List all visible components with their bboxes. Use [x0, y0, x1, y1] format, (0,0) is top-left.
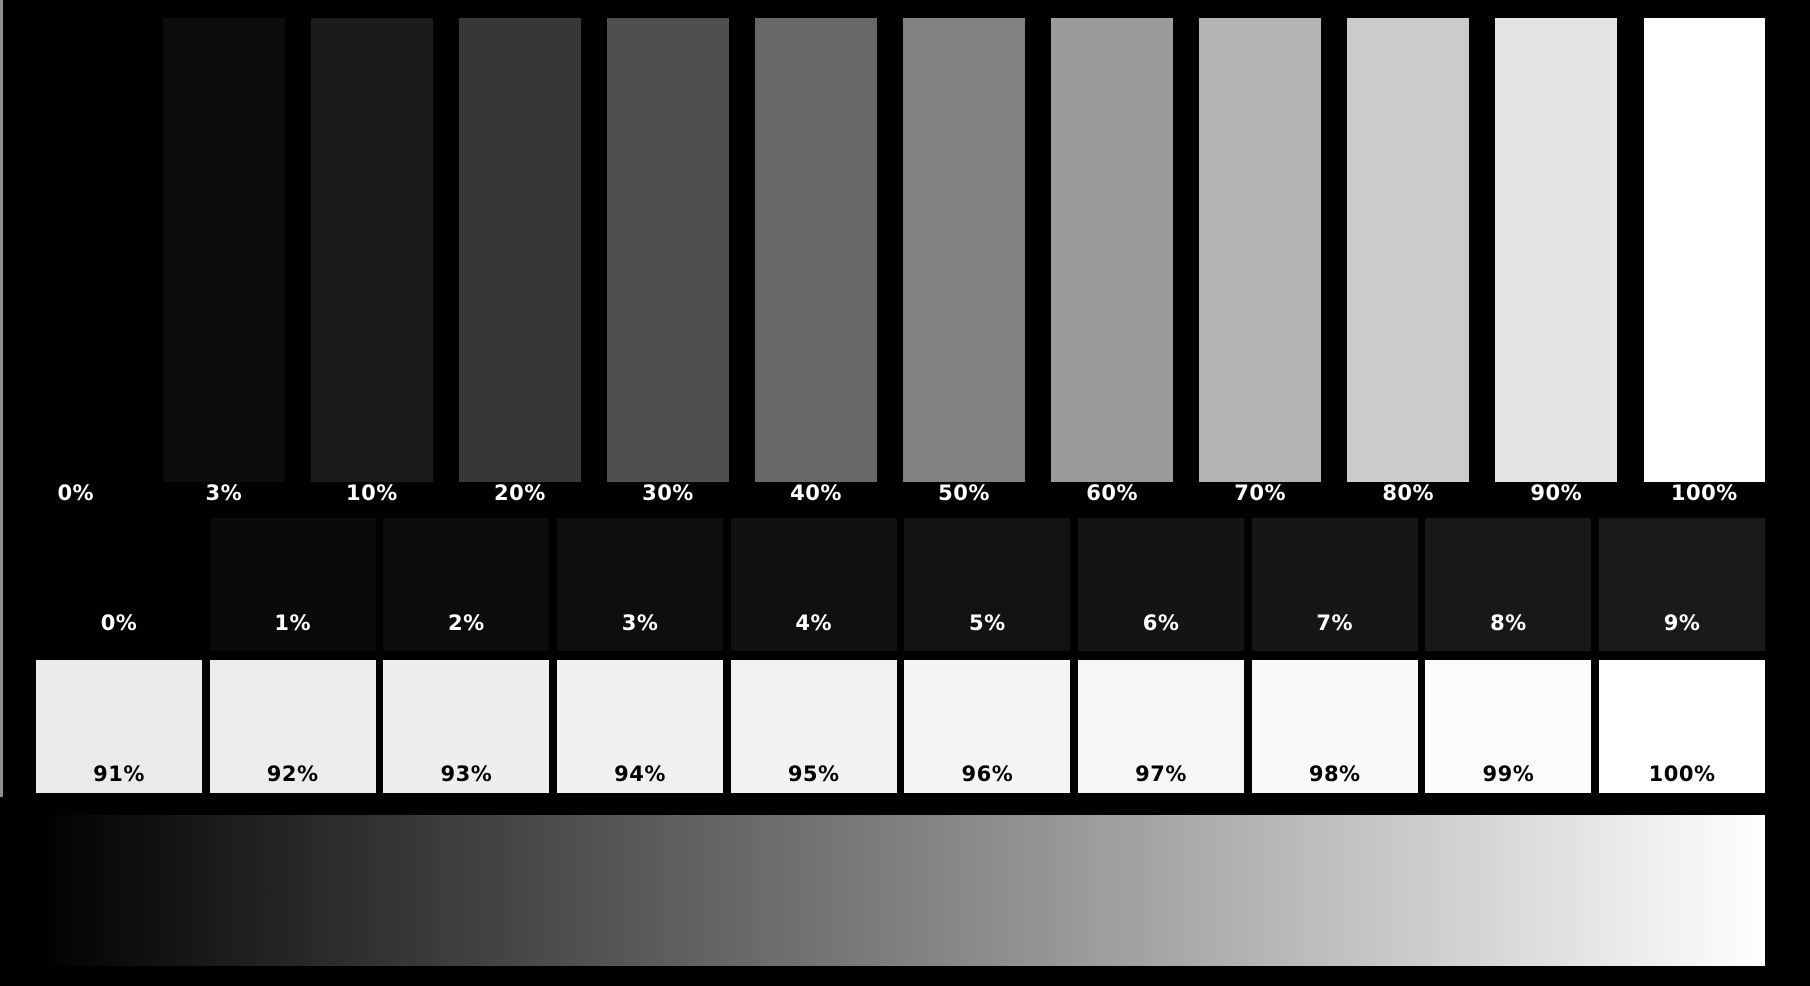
gray-step-bar-label: 90% — [1530, 481, 1583, 505]
gray-step-bar-label: 10% — [345, 481, 398, 505]
near-black-tile: 4% — [730, 518, 897, 651]
gray-step-column: 0% — [15, 18, 137, 506]
near-white-tile: 91% — [36, 660, 203, 793]
gray-step-column: 90% — [1495, 18, 1618, 506]
gray-step-bar-label: 100% — [1670, 481, 1738, 505]
near-black-tiles-row: 0% 1% 2% 3% 4% 5% 6% 7% 8% 9% — [36, 518, 1766, 651]
near-white-tile-label: 98% — [1308, 762, 1361, 786]
near-black-tile-label: 4% — [795, 611, 833, 635]
near-black-tile: 1% — [209, 518, 376, 651]
gray-step-bar — [311, 18, 433, 482]
left-edge-artifact-line — [0, 0, 3, 797]
near-white-tile: 96% — [904, 660, 1071, 793]
near-black-tile-label: 9% — [1663, 611, 1701, 635]
gray-step-column: 80% — [1347, 18, 1469, 506]
near-black-tile: 7% — [1251, 518, 1418, 651]
gray-step-bar-label: 60% — [1086, 481, 1138, 505]
gray-step-bar-label: 20% — [494, 481, 546, 505]
gray-step-bar — [1347, 18, 1469, 482]
gray-step-bar — [1051, 18, 1173, 482]
gray-step-column: 50% — [903, 18, 1025, 506]
near-white-tile: 97% — [1078, 660, 1245, 793]
near-black-tile: 5% — [904, 518, 1071, 651]
near-white-tile-label: 95% — [787, 762, 840, 786]
near-white-tile-label: 100% — [1648, 762, 1716, 786]
gray-step-column: 70% — [1199, 18, 1321, 506]
near-black-tile-label: 2% — [448, 611, 485, 635]
near-black-tile-label: 6% — [1142, 611, 1180, 635]
gray-step-column: 20% — [459, 18, 581, 506]
near-white-tiles-row: 91% 92% 93% 94% 95% 96% 97% 98% 99% 100% — [36, 660, 1766, 793]
gray-step-bar-label: 0% — [57, 481, 95, 505]
near-white-tile-label: 97% — [1135, 762, 1187, 786]
gray-step-bar — [1495, 18, 1618, 482]
gray-step-bar-label: 3% — [205, 481, 243, 505]
gray-step-bar — [1199, 18, 1321, 482]
near-black-tile: 2% — [383, 518, 550, 651]
near-white-tile: 93% — [383, 660, 550, 793]
near-white-tile-label: 94% — [614, 762, 666, 786]
near-white-tile-label: 92% — [266, 762, 319, 786]
gray-step-column: 40% — [755, 18, 877, 506]
near-white-tile: 99% — [1425, 660, 1592, 793]
gray-step-bar — [755, 18, 877, 482]
near-black-tile-label: 1% — [274, 611, 312, 635]
gray-step-bar — [607, 18, 729, 482]
near-black-tile-label: 8% — [1490, 611, 1527, 635]
gray-step-bar — [903, 18, 1025, 482]
gray-step-bars-row: 0% 3% 10% 20% 30% 40% 50% 60% — [15, 18, 1766, 506]
near-black-tile-label: 3% — [621, 611, 659, 635]
near-black-tile-label: 5% — [969, 611, 1006, 635]
near-black-tile: 3% — [557, 518, 724, 651]
gray-step-bar — [163, 18, 285, 482]
near-black-tile: 8% — [1425, 518, 1592, 651]
gray-step-bar — [15, 18, 137, 482]
near-black-tile-label: 0% — [100, 611, 138, 635]
near-white-tile: 92% — [209, 660, 376, 793]
gray-step-bar-label: 50% — [938, 481, 990, 505]
near-white-tile: 95% — [730, 660, 897, 793]
grayscale-gradient-ramp — [36, 815, 1765, 966]
gray-step-bar-label: 30% — [642, 481, 694, 505]
near-white-tile-label: 93% — [440, 762, 493, 786]
near-black-tile: 9% — [1599, 518, 1766, 651]
gray-step-column: 3% — [163, 18, 285, 506]
near-black-tile: 0% — [36, 518, 203, 651]
near-white-tile-label: 99% — [1482, 762, 1535, 786]
gray-step-bar — [1643, 18, 1766, 482]
near-white-tile: 100% — [1599, 660, 1766, 793]
near-white-tile: 94% — [557, 660, 724, 793]
gray-step-bar — [459, 18, 581, 482]
gray-step-bar-label: 80% — [1382, 481, 1435, 505]
gray-step-column: 10% — [311, 18, 433, 506]
gray-step-bar-label: 40% — [790, 481, 842, 505]
near-white-tile-label: 91% — [93, 762, 145, 786]
gray-step-column: 30% — [607, 18, 729, 506]
near-black-tile-label: 7% — [1316, 611, 1354, 635]
gray-step-bar-label: 70% — [1234, 481, 1287, 505]
gray-step-column: 60% — [1051, 18, 1173, 506]
near-white-tile-label: 96% — [961, 762, 1014, 786]
near-white-tile: 98% — [1251, 660, 1418, 793]
gray-step-column: 100% — [1643, 18, 1766, 506]
near-black-tile: 6% — [1078, 518, 1245, 651]
